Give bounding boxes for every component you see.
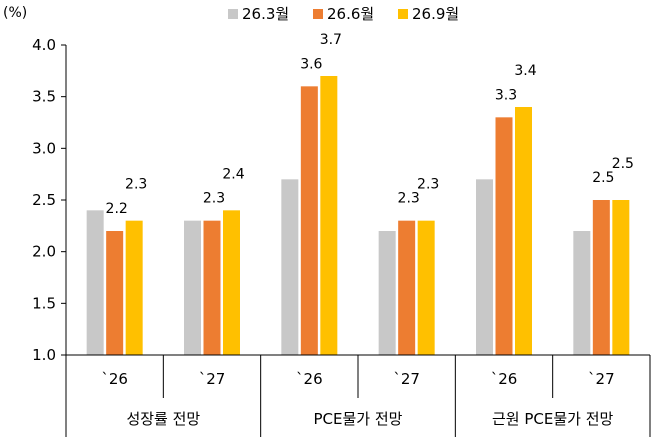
bar-1-0 xyxy=(106,231,124,355)
bar-0-2 xyxy=(281,179,299,355)
data-labels: 2.2 2.3 3.6 2.3 3.3 2.5 2.3 2.4 3.7 2.3 3.4 2.5 xyxy=(106,32,634,217)
y-tick-label: 3.5 xyxy=(32,88,56,106)
bar-0-0 xyxy=(86,210,104,355)
bars xyxy=(86,76,630,355)
bar-1-5 xyxy=(592,200,610,355)
y-tick-label: 1.5 xyxy=(32,294,56,312)
legend-swatch xyxy=(228,9,238,19)
data-label-2-4: 3.4 xyxy=(514,63,536,79)
x-tick-label: `26 xyxy=(101,370,128,388)
y-tick-label: 2.5 xyxy=(32,191,56,209)
x-tick-label: `26 xyxy=(296,370,323,388)
data-label-1-1: 2.3 xyxy=(203,191,225,207)
bar-2-4 xyxy=(515,107,532,355)
legend-swatch xyxy=(313,9,323,19)
bar-0-5 xyxy=(573,231,591,355)
data-label-2-3: 2.3 xyxy=(417,177,439,193)
x-tick-label: `27 xyxy=(199,370,226,388)
bar-2-5 xyxy=(612,200,630,355)
x-tick-label: `26 xyxy=(491,370,518,388)
x-tick-label: `27 xyxy=(393,370,420,388)
bar-1-3 xyxy=(398,220,416,355)
bar-0-3 xyxy=(378,231,396,355)
bar-2-3 xyxy=(417,220,435,355)
legend-label: 26.9월 xyxy=(412,5,459,23)
data-label-1-2: 3.6 xyxy=(300,56,322,72)
bar-1-1 xyxy=(203,220,221,355)
bar-1-4 xyxy=(495,117,513,355)
legend-label: 26.6월 xyxy=(327,5,374,23)
y-tick-label: 4.0 xyxy=(32,36,56,54)
data-label-1-4: 3.3 xyxy=(495,87,517,103)
legend-swatch xyxy=(398,9,408,19)
bar-2-0 xyxy=(125,220,143,355)
group-label: 근원 PCE물가 전망 xyxy=(492,410,614,428)
legend-label: 26.3월 xyxy=(242,5,289,23)
data-label-2-2: 3.7 xyxy=(320,32,342,48)
x-axis: `26 `27 `26 `27 `26 `27 성장률 전망 PCE물가 전망 근원 PCE물가… xyxy=(65,354,651,437)
data-label-2-5: 2.5 xyxy=(612,156,634,172)
group-label: 성장률 전망 xyxy=(126,410,200,428)
data-label-1-0: 2.2 xyxy=(106,201,128,217)
y-unit-label: (%) xyxy=(3,5,27,21)
data-label-1-3: 2.3 xyxy=(398,191,420,207)
bar-2-2 xyxy=(320,76,338,355)
y-tick-label: 2.0 xyxy=(32,243,56,261)
data-label-2-0: 2.3 xyxy=(125,177,147,193)
x-tick-label: `27 xyxy=(588,370,615,388)
y-axis-ticks: 1.0 1.5 2.0 2.5 3.0 3.5 4.0 xyxy=(32,36,67,364)
y-tick-label: 1.0 xyxy=(32,346,56,364)
bar-1-2 xyxy=(300,86,318,355)
data-label-1-5: 2.5 xyxy=(592,170,614,186)
bar-2-1 xyxy=(223,210,240,355)
y-tick-label: 3.0 xyxy=(32,139,56,157)
bar-0-4 xyxy=(476,179,493,355)
group-label: PCE물가 전망 xyxy=(314,410,403,428)
bar-0-1 xyxy=(184,220,201,355)
legend: 26.3월 26.6월 26.9월 xyxy=(228,5,459,23)
data-label-2-1: 2.4 xyxy=(222,166,244,182)
